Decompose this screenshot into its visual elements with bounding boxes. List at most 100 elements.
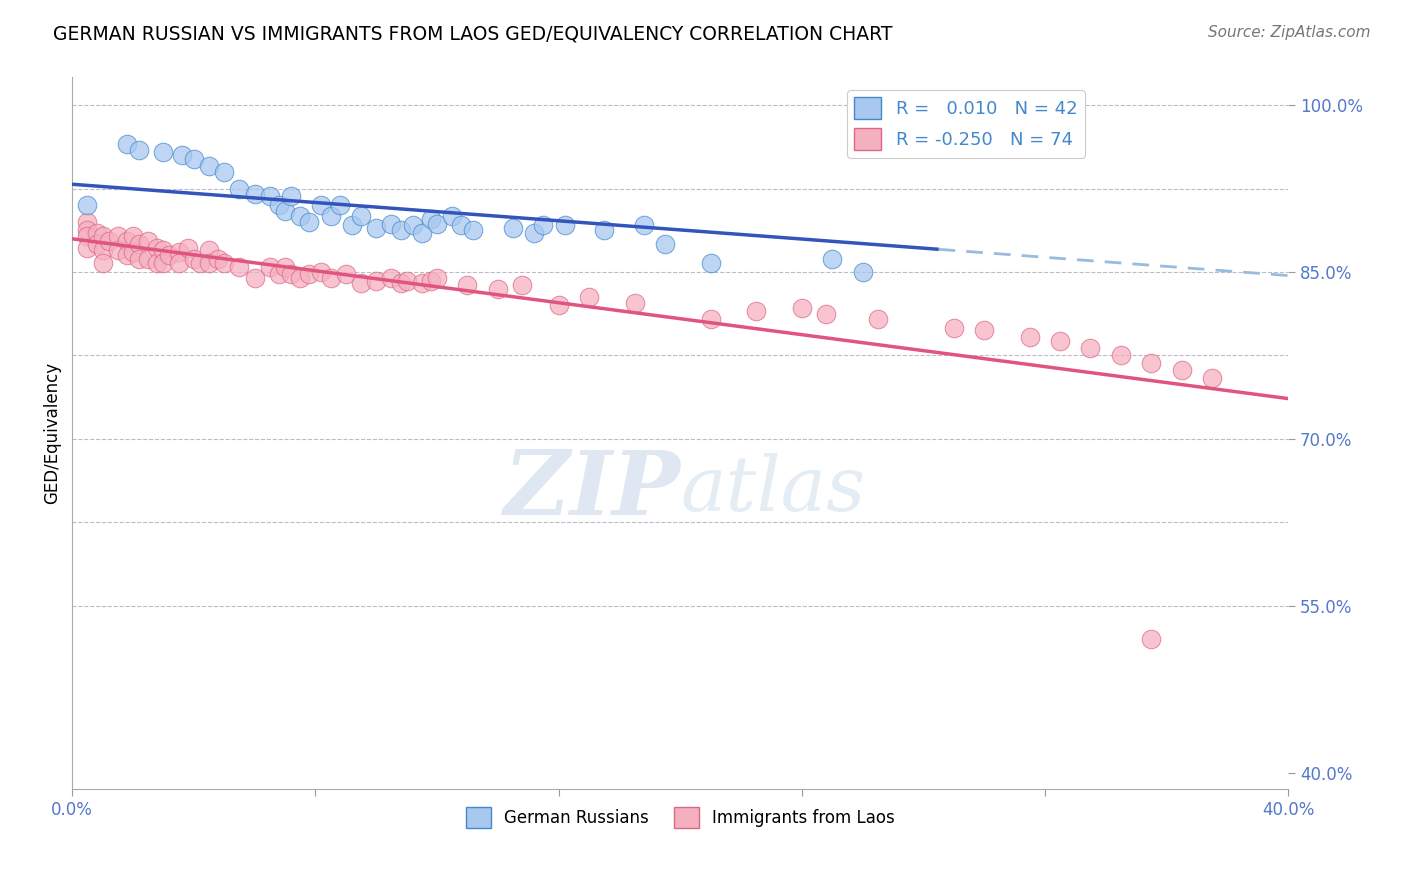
Point	[188, 256, 211, 270]
Point	[502, 220, 524, 235]
Point	[167, 256, 190, 270]
Point	[152, 145, 174, 159]
Point	[198, 256, 221, 270]
Point	[426, 217, 449, 231]
Point	[177, 241, 200, 255]
Point	[578, 289, 600, 303]
Point	[183, 152, 205, 166]
Point	[259, 260, 281, 274]
Point	[76, 241, 98, 255]
Point	[1140, 356, 1163, 370]
Point	[136, 252, 159, 266]
Point	[633, 219, 655, 233]
Point	[463, 223, 485, 237]
Point	[152, 256, 174, 270]
Point	[426, 270, 449, 285]
Point	[146, 256, 169, 270]
Point	[815, 307, 838, 321]
Point	[329, 198, 352, 212]
Point	[1201, 370, 1223, 384]
Point	[311, 265, 333, 279]
Point	[395, 274, 418, 288]
Point	[389, 223, 412, 237]
Point	[107, 229, 129, 244]
Point	[298, 268, 321, 282]
Legend: German Russians, Immigrants from Laos: German Russians, Immigrants from Laos	[458, 801, 901, 834]
Point	[821, 252, 844, 266]
Point	[554, 219, 576, 233]
Y-axis label: GED/Equivalency: GED/Equivalency	[44, 362, 60, 504]
Point	[531, 219, 554, 233]
Point	[1049, 334, 1071, 348]
Point	[699, 256, 721, 270]
Point	[340, 219, 363, 233]
Point	[1018, 329, 1040, 343]
Point	[745, 304, 768, 318]
Point	[115, 137, 138, 152]
Text: Source: ZipAtlas.com: Source: ZipAtlas.com	[1208, 25, 1371, 40]
Point	[1140, 632, 1163, 646]
Point	[212, 256, 235, 270]
Point	[402, 219, 425, 233]
Point	[456, 278, 478, 293]
Point	[115, 234, 138, 248]
Point	[198, 160, 221, 174]
Point	[167, 245, 190, 260]
Point	[623, 296, 645, 310]
Text: atlas: atlas	[681, 453, 866, 527]
Point	[183, 252, 205, 266]
Point	[107, 243, 129, 257]
Point	[76, 198, 98, 212]
Point	[259, 189, 281, 203]
Point	[122, 245, 145, 260]
Point	[86, 226, 108, 240]
Point	[350, 210, 373, 224]
Point	[228, 260, 250, 274]
Point	[1080, 341, 1102, 355]
Point	[122, 229, 145, 244]
Point	[290, 210, 312, 224]
Point	[290, 270, 312, 285]
Point	[298, 215, 321, 229]
Point	[198, 243, 221, 257]
Point	[593, 223, 616, 237]
Point	[280, 268, 302, 282]
Point	[319, 210, 342, 224]
Point	[1170, 363, 1192, 377]
Point	[411, 226, 433, 240]
Point	[366, 274, 388, 288]
Point	[128, 143, 150, 157]
Point	[486, 282, 509, 296]
Point	[76, 229, 98, 244]
Point	[547, 298, 569, 312]
Point	[159, 248, 181, 262]
Point	[380, 217, 402, 231]
Point	[212, 165, 235, 179]
Point	[411, 276, 433, 290]
Point	[146, 241, 169, 255]
Point	[243, 270, 266, 285]
Point	[267, 268, 290, 282]
Point	[228, 181, 250, 195]
Point	[274, 260, 297, 274]
Point	[419, 274, 441, 288]
Point	[91, 243, 114, 257]
Point	[441, 210, 464, 224]
Point	[243, 187, 266, 202]
Point	[1064, 122, 1087, 136]
Point	[267, 198, 290, 212]
Point	[450, 219, 472, 233]
Point	[942, 320, 965, 334]
Point	[319, 270, 342, 285]
Point	[335, 268, 357, 282]
Point	[419, 211, 441, 226]
Point	[510, 278, 533, 293]
Point	[1109, 349, 1132, 363]
Point	[851, 265, 873, 279]
Point	[274, 203, 297, 218]
Point	[76, 215, 98, 229]
Point	[170, 148, 193, 162]
Point	[207, 252, 229, 266]
Point	[86, 237, 108, 252]
Point	[136, 234, 159, 248]
